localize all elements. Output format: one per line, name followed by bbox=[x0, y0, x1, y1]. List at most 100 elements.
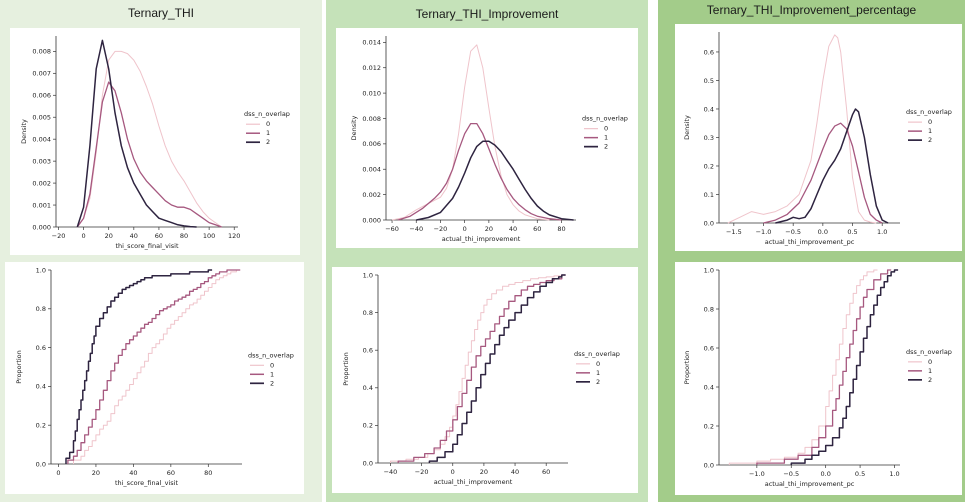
x-tick-label: −60 bbox=[385, 225, 399, 233]
legend-label-1: 1 bbox=[596, 369, 600, 377]
chart-box-ecdf: −40 −20 0 20 40 60 0.0 0.2 0.4 0.6 0.8 1.0 actual_th… bbox=[332, 267, 638, 493]
density-chart: −60 −40 −20 0 20 40 60 800.0000.0020.0040.0060.… bbox=[350, 36, 628, 243]
y-tick-label: 0.006 bbox=[32, 92, 51, 100]
legend-title: dss_n_overlap bbox=[248, 351, 294, 359]
y-tick-label: 0.3 bbox=[704, 134, 714, 142]
density-chart: −20 0 20 40 60 80 100 1200.0000.0010.0020.0030.… bbox=[20, 36, 290, 250]
legend-label-0: 0 bbox=[928, 358, 932, 366]
x-tick-label: 0.0 bbox=[821, 470, 831, 478]
legend-title: dss_n_overlap bbox=[906, 108, 952, 116]
y-tick-label: 0.2 bbox=[704, 422, 714, 430]
x-tick-label: 40 bbox=[509, 225, 517, 233]
y-tick-label: 0.003 bbox=[32, 157, 51, 165]
x-tick-label: 0.0 bbox=[818, 228, 828, 236]
legend-title: dss_n_overlap bbox=[244, 110, 290, 118]
x-tick-label: 20 bbox=[105, 232, 113, 240]
series-line-0 bbox=[391, 44, 550, 221]
y-tick-label: 0.014 bbox=[362, 39, 381, 47]
panel-title: Ternary_THI bbox=[127, 6, 195, 20]
y-tick-label: 0.1 bbox=[704, 191, 714, 199]
x-tick-label: 80 bbox=[557, 225, 565, 233]
y-tick-label: 0.4 bbox=[704, 383, 714, 391]
x-tick-label: 0 bbox=[451, 468, 455, 476]
series-line-1 bbox=[397, 274, 566, 463]
legend-label-2: 2 bbox=[596, 378, 600, 386]
legend-label-0: 0 bbox=[604, 125, 608, 133]
y-tick-label: 0.6 bbox=[363, 347, 373, 355]
x-axis-label: actual_thi_improvement bbox=[442, 235, 521, 243]
y-tick-label: 0.8 bbox=[704, 305, 714, 313]
x-tick-label: 40 bbox=[130, 232, 138, 240]
y-tick-label: 0.010 bbox=[362, 89, 381, 97]
legend-label-0: 0 bbox=[928, 118, 932, 126]
legend-label-1: 1 bbox=[928, 127, 932, 135]
x-tick-label: 1.0 bbox=[877, 228, 887, 236]
x-tick-label: −1.0 bbox=[756, 228, 772, 236]
series-line-2 bbox=[65, 269, 213, 464]
series-line-1 bbox=[756, 269, 892, 465]
chart-box-density: −60 −40 −20 0 20 40 60 80 0.000 0.002 0.004 0.006 0.… bbox=[336, 28, 638, 248]
y-axis-label: Density bbox=[20, 119, 28, 144]
legend-label-1: 1 bbox=[270, 370, 274, 378]
chart-box-ecdf: 0 20 40 60 80 0.0 0.2 0.4 0.6 0.8 1.0 thi_score_fin… bbox=[5, 262, 304, 494]
series-line-1 bbox=[67, 269, 241, 464]
x-tick-label: 120 bbox=[228, 232, 240, 240]
x-tick-label: −20 bbox=[434, 225, 448, 233]
y-tick-label: 0.4 bbox=[36, 383, 46, 391]
y-tick-label: 0.4 bbox=[363, 384, 373, 392]
x-tick-label: 60 bbox=[155, 232, 163, 240]
y-tick-label: 0.6 bbox=[704, 48, 714, 56]
y-tick-label: 0.004 bbox=[362, 166, 381, 174]
series-line-1 bbox=[76, 81, 222, 228]
panel-ternary-thi: Ternary_THI −20 0 20 40 60 80 100 120 0.000 0.001… bbox=[0, 0, 322, 502]
x-axis-label: actual_thi_improvement bbox=[434, 478, 513, 486]
y-tick-label: 0.0 bbox=[704, 461, 714, 469]
x-tick-label: 20 bbox=[92, 469, 100, 477]
x-tick-label: 0 bbox=[56, 469, 60, 477]
x-axis-label: thi_score_final_visit bbox=[115, 242, 179, 250]
series-line-2 bbox=[790, 269, 899, 465]
x-tick-label: −0.5 bbox=[783, 470, 799, 478]
x-tick-label: 20 bbox=[480, 468, 488, 476]
series-line-0 bbox=[73, 269, 241, 464]
y-axis-label: Proportion bbox=[683, 351, 691, 385]
y-tick-label: 0.0 bbox=[363, 459, 373, 467]
chart-box-density: −20 0 20 40 60 80 100 120 0.000 0.001 0.002 0.003 0.… bbox=[10, 28, 300, 255]
density-chart: −1.5 −1.0 −0.5 0.0 0.5 1.0 0.0 0.1 0.2 0.3 0.4 0.5 0… bbox=[683, 32, 952, 246]
y-axis-label: Proportion bbox=[342, 352, 350, 386]
panel-title: Ternary_THI_Improvement_percentage bbox=[706, 3, 917, 17]
x-axis-label: thi_score_final_visit bbox=[115, 479, 179, 487]
x-tick-label: −1.0 bbox=[749, 470, 765, 478]
series-line-1 bbox=[763, 122, 883, 224]
x-tick-label: −40 bbox=[409, 225, 423, 233]
y-tick-label: 0.0 bbox=[704, 219, 714, 227]
series-line-0 bbox=[390, 274, 566, 463]
y-tick-label: 0.2 bbox=[363, 422, 373, 430]
y-tick-label: 0.2 bbox=[704, 162, 714, 170]
y-axis-label: Density bbox=[350, 115, 358, 140]
x-tick-label: 100 bbox=[203, 232, 215, 240]
x-tick-label: −20 bbox=[52, 232, 66, 240]
y-tick-label: 0.004 bbox=[32, 135, 51, 143]
y-tick-label: 0.005 bbox=[32, 114, 51, 122]
legend-title: dss_n_overlap bbox=[906, 348, 952, 356]
y-tick-label: 0.002 bbox=[362, 191, 381, 199]
y-tick-label: 0.002 bbox=[32, 179, 51, 187]
y-tick-label: 0.007 bbox=[32, 70, 51, 78]
x-tick-label: 0.5 bbox=[855, 470, 865, 478]
x-tick-label: 40 bbox=[129, 469, 137, 477]
x-tick-label: 60 bbox=[533, 225, 541, 233]
panel-title: Ternary_THI_Improvement bbox=[415, 7, 559, 21]
y-axis-label: Proportion bbox=[15, 350, 23, 384]
legend-label-2: 2 bbox=[604, 143, 608, 151]
y-tick-label: 1.0 bbox=[704, 266, 714, 274]
y-tick-label: 0.000 bbox=[32, 223, 51, 231]
y-tick-label: 0.001 bbox=[32, 201, 51, 209]
series-line-0 bbox=[76, 50, 222, 228]
y-tick-label: 0.000 bbox=[362, 216, 381, 224]
series-line-2 bbox=[428, 274, 566, 463]
y-axis-label: Density bbox=[683, 115, 691, 140]
x-axis-label: actual_thi_improvement_pc bbox=[765, 480, 855, 488]
ecdf-chart: 0 20 40 60 800.00.20.40.60.81.0thi_score_fin… bbox=[15, 266, 294, 487]
legend-title: dss_n_overlap bbox=[574, 350, 620, 358]
